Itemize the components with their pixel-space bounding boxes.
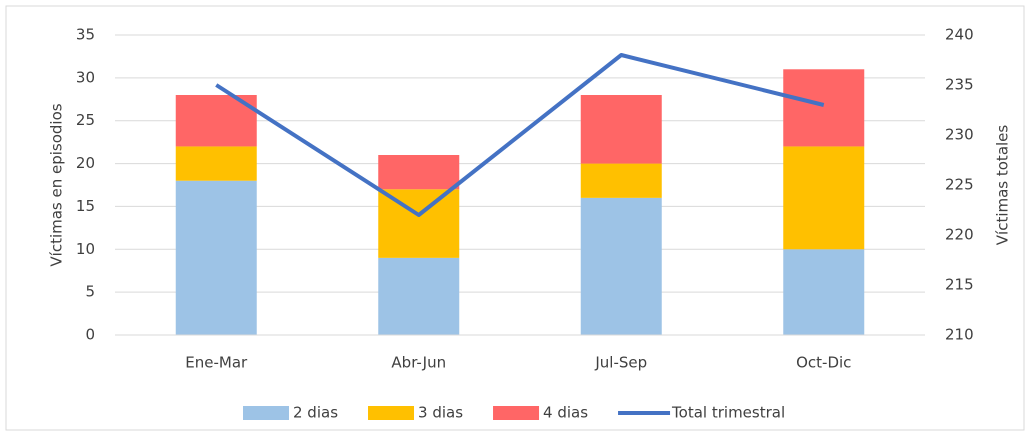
bar [783,69,865,147]
legend-swatch [243,406,289,420]
y2-tick-label: 215 [945,276,974,294]
bar [175,146,257,181]
y-tick-label: 10 [76,240,95,258]
bar [580,95,662,164]
y-axis-label: Víctimas en episodios [48,103,66,266]
y2-tick-label: 230 [945,126,974,144]
legend-swatch [368,406,415,420]
x-tick-label: Oct-Dic [796,354,851,372]
legend-swatch [493,406,540,420]
legend-label: Total trimestral [671,404,785,422]
y-tick-label: 30 [76,68,95,86]
x-tick-label: Jul-Sep [594,354,647,372]
chart-border [5,5,1025,431]
bar [580,197,662,335]
y2-tick-label: 220 [945,226,974,244]
bar [783,146,865,250]
legend-label: 4 dias [543,404,588,422]
y2-tick-label: 210 [945,326,974,344]
x-tick-label: Ene-Mar [185,354,248,372]
y-tick-label: 0 [85,326,95,344]
y2-tick-label: 225 [945,176,974,194]
bar [580,163,662,198]
bar [378,257,460,335]
x-tick-label: Abr-Jun [391,354,446,372]
bar [378,155,460,190]
y-tick-label: 20 [76,154,95,172]
bar [175,180,257,335]
y-tick-label: 35 [76,26,95,44]
y2-tick-label: 240 [945,26,974,44]
y2-tick-label: 235 [945,76,974,94]
legend-label: 2 dias [293,404,338,422]
y2-axis-label: Víctimas totales [994,125,1012,246]
bar [783,249,865,335]
legend-label: 3 dias [418,404,463,422]
y-tick-label: 15 [76,197,95,215]
y-tick-label: 5 [85,283,95,301]
bar [378,189,460,258]
y-tick-label: 25 [76,111,95,129]
line-series [215,53,825,217]
